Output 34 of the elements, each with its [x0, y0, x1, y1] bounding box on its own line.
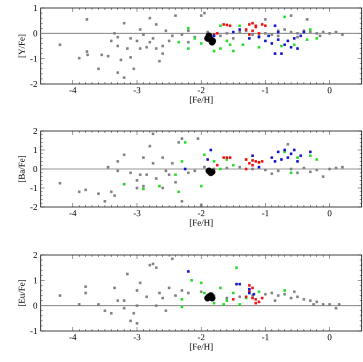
x-tick-label: -3: [134, 334, 140, 340]
x-tick-label: -1: [262, 87, 269, 94]
y-tick-label: 0: [33, 166, 38, 172]
x-tick-label: -3: [134, 87, 140, 94]
y-axis-title: [Eu/Fe]: [18, 280, 26, 306]
y-axis-title: [Y/Fe]: [18, 34, 26, 58]
x-tick-label: -4: [69, 87, 76, 94]
x-axis-title: [Fe/H]: [190, 219, 212, 227]
y-tick-label: 1: [34, 277, 37, 284]
x-tick-label: -4: [69, 210, 76, 216]
x-tick-label: 0: [328, 334, 332, 340]
x-tick-label: -4: [69, 334, 76, 340]
x-tick-label: 0: [328, 210, 332, 216]
x-tick-label: -1: [262, 334, 269, 340]
y-tick-label: -1: [30, 56, 37, 62]
x-tick-label: -2: [198, 87, 204, 94]
x-tick-label: -3: [134, 210, 140, 216]
x-axis-title: [Fe/H]: [190, 96, 212, 104]
y-axis-title: [Ba/Fe]: [18, 156, 26, 182]
x-tick-label: -2: [198, 210, 204, 216]
y-tick-label: 1: [34, 5, 37, 11]
y-tick-label: 2: [33, 128, 38, 134]
x-tick-label: -1: [262, 210, 269, 216]
y-tick-label: -1: [30, 185, 37, 191]
y-tick-label: 0: [33, 30, 38, 36]
x-axis-title: [Fe/H]: [190, 343, 212, 351]
y-tick-label: 2: [33, 252, 38, 258]
y-tick-label: 1: [34, 147, 37, 153]
x-tick-label: 0: [328, 87, 332, 94]
x-tick-label: -2: [198, 334, 204, 340]
y-tick-label: 0: [33, 302, 38, 309]
y-tick-label: -2: [30, 204, 38, 210]
y-tick-label: -2: [30, 81, 38, 87]
y-tick-label: -1: [30, 328, 37, 334]
